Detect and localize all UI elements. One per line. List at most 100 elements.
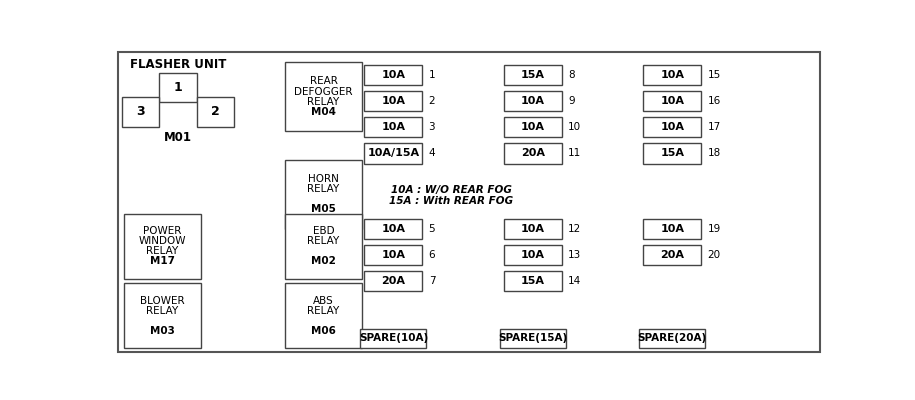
Text: 11: 11: [568, 148, 581, 158]
Text: 6: 6: [428, 250, 436, 260]
Bar: [643, 245, 702, 265]
Text: 20A: 20A: [382, 276, 405, 286]
Text: 1: 1: [428, 70, 436, 80]
Text: 10A: 10A: [521, 224, 544, 234]
Bar: [364, 271, 423, 291]
Text: 10A : W/O REAR FOG: 10A : W/O REAR FOG: [391, 186, 511, 196]
Text: M06: M06: [311, 326, 336, 336]
Bar: [364, 65, 423, 85]
Text: 4: 4: [428, 148, 436, 158]
Text: 7: 7: [428, 276, 436, 286]
Text: 14: 14: [568, 276, 581, 286]
Bar: [643, 65, 702, 85]
Text: 10A: 10A: [382, 70, 405, 80]
Bar: [361, 329, 426, 348]
Text: 1: 1: [174, 81, 182, 94]
Text: 10A: 10A: [661, 96, 684, 106]
Bar: [643, 219, 702, 239]
Text: 10A: 10A: [382, 122, 405, 132]
Text: 20A: 20A: [521, 148, 544, 158]
Text: 10A: 10A: [382, 96, 405, 106]
Text: SPARE(15A): SPARE(15A): [499, 333, 567, 343]
Text: RELAY: RELAY: [146, 246, 178, 256]
Bar: [504, 271, 562, 291]
Text: 2: 2: [210, 106, 220, 118]
Bar: [504, 117, 562, 137]
Text: 10A: 10A: [382, 250, 405, 260]
Text: 15A: 15A: [521, 70, 544, 80]
Bar: [500, 329, 565, 348]
Text: 10A: 10A: [382, 224, 405, 234]
Text: 16: 16: [707, 96, 721, 106]
Text: 18: 18: [707, 148, 721, 158]
Bar: [640, 329, 705, 348]
Bar: [122, 97, 159, 126]
Text: M01: M01: [164, 131, 192, 144]
Bar: [643, 117, 702, 137]
Text: 3: 3: [428, 122, 436, 132]
Text: BLOWER: BLOWER: [140, 296, 185, 306]
Text: 10: 10: [568, 122, 581, 132]
Text: 20A: 20A: [661, 250, 684, 260]
Bar: [364, 117, 423, 137]
Bar: [504, 91, 562, 111]
Text: 9: 9: [568, 96, 575, 106]
Text: 19: 19: [707, 224, 721, 234]
Text: RELAY: RELAY: [307, 96, 339, 106]
Text: M05: M05: [311, 204, 336, 214]
Text: RELAY: RELAY: [146, 306, 178, 316]
Bar: [504, 144, 562, 164]
Bar: [285, 62, 362, 131]
Text: M03: M03: [150, 326, 175, 336]
Text: 10A: 10A: [661, 122, 684, 132]
Bar: [285, 214, 362, 279]
Bar: [364, 219, 423, 239]
Text: 15A: 15A: [661, 148, 684, 158]
Text: 10A: 10A: [521, 250, 544, 260]
Text: SPARE(10A): SPARE(10A): [359, 333, 428, 343]
Text: 10A/15A: 10A/15A: [367, 148, 419, 158]
Text: 5: 5: [428, 224, 436, 234]
Text: 10A: 10A: [661, 224, 684, 234]
Bar: [285, 160, 362, 229]
Text: 3: 3: [136, 106, 145, 118]
Text: SPARE(20A): SPARE(20A): [638, 333, 707, 343]
Bar: [504, 219, 562, 239]
Text: 10A: 10A: [661, 70, 684, 80]
Bar: [197, 97, 233, 126]
Bar: [643, 91, 702, 111]
Text: POWER: POWER: [144, 226, 181, 236]
Bar: [504, 245, 562, 265]
Text: 10A: 10A: [521, 122, 544, 132]
Text: 15: 15: [707, 70, 721, 80]
Text: RELAY: RELAY: [307, 236, 339, 246]
Bar: [643, 144, 702, 164]
Text: 20: 20: [707, 250, 721, 260]
Text: 15A: 15A: [521, 276, 544, 286]
Text: M04: M04: [311, 106, 336, 116]
Text: M17: M17: [150, 256, 175, 266]
Text: HORN: HORN: [308, 174, 339, 184]
Text: RELAY: RELAY: [307, 184, 339, 194]
Bar: [124, 283, 201, 348]
Text: 12: 12: [568, 224, 581, 234]
Text: ABS: ABS: [313, 296, 334, 306]
Text: 10A: 10A: [521, 96, 544, 106]
Text: 8: 8: [568, 70, 575, 80]
Text: M02: M02: [311, 256, 336, 266]
Text: 2: 2: [428, 96, 436, 106]
Text: 17: 17: [707, 122, 721, 132]
Bar: [364, 91, 423, 111]
Text: WINDOW: WINDOW: [139, 236, 186, 246]
Text: FLASHER UNIT: FLASHER UNIT: [130, 58, 226, 72]
Bar: [364, 245, 423, 265]
Text: REAR: REAR: [309, 76, 338, 86]
Text: RELAY: RELAY: [307, 306, 339, 316]
Bar: [285, 283, 362, 348]
Bar: [159, 73, 197, 102]
Bar: [124, 214, 201, 279]
Text: 15A : With REAR FOG: 15A : With REAR FOG: [390, 196, 513, 206]
Bar: [504, 65, 562, 85]
Text: EBD: EBD: [313, 226, 335, 236]
Bar: [364, 144, 423, 164]
